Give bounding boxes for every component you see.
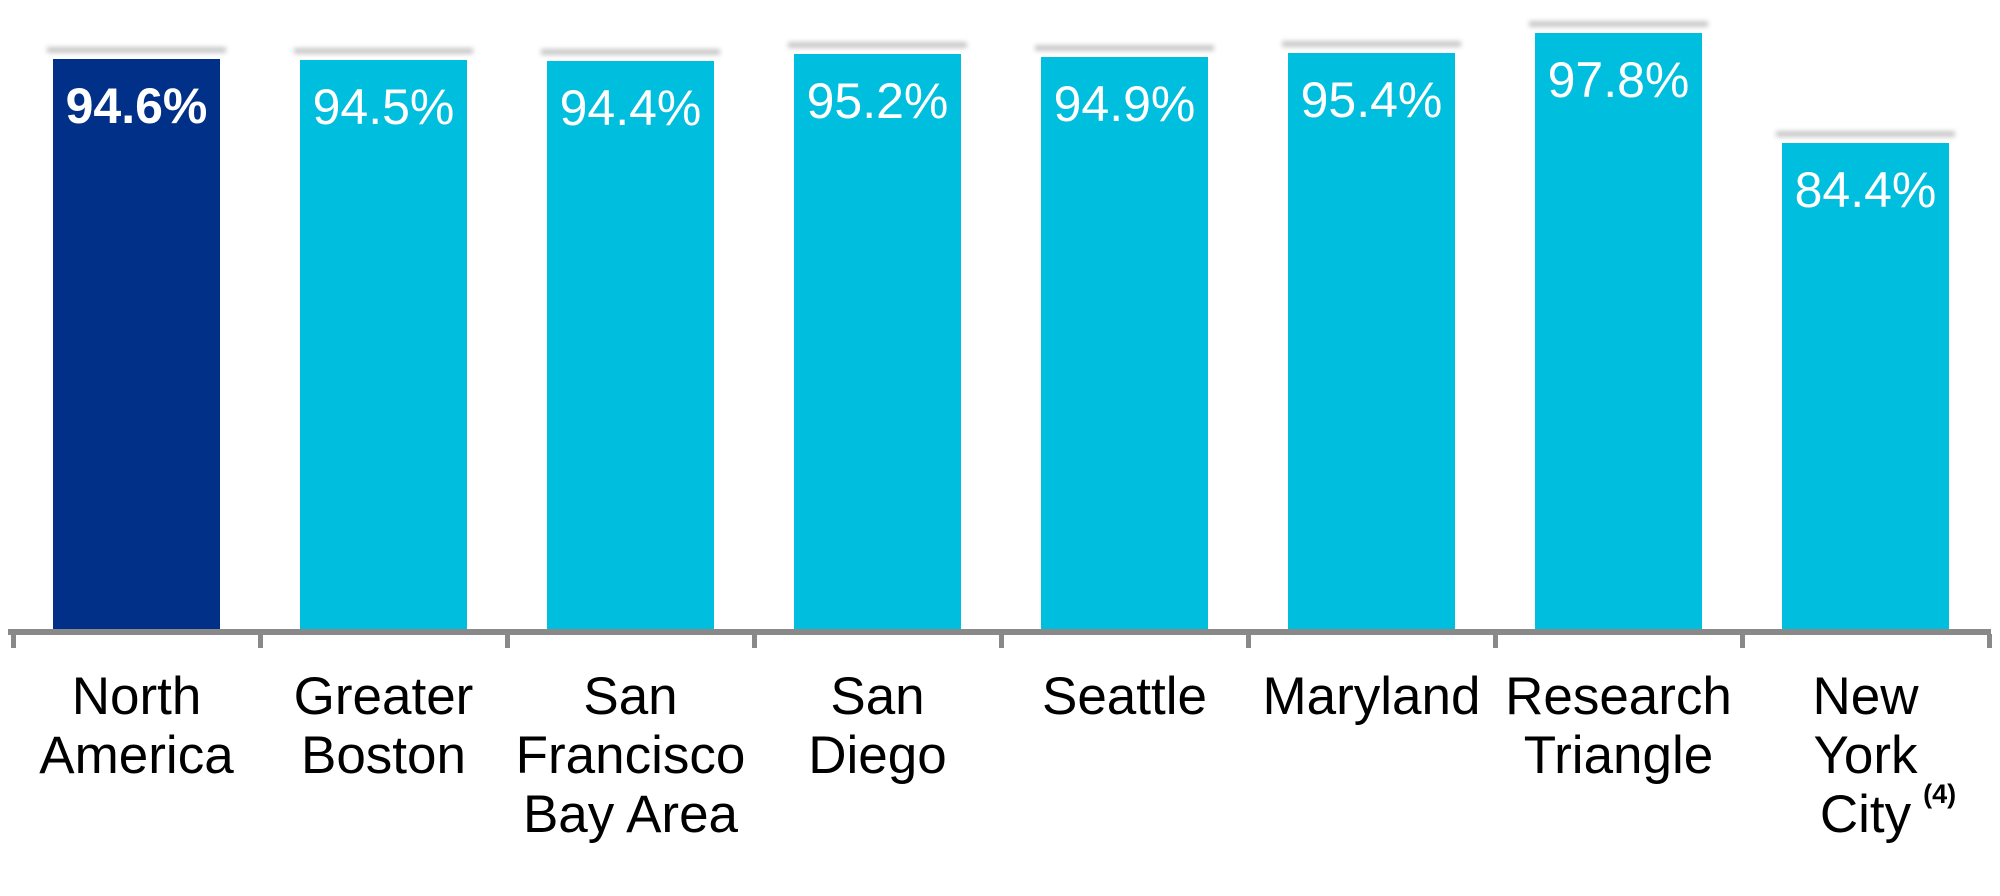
category-label-line: America [13,726,260,785]
category-label-line: New [1742,667,1989,726]
category-label-text: Research [1505,667,1732,726]
category-label-text: Diego [808,726,946,785]
x-axis-tick [999,634,1004,648]
category-label-text: City (4) [1819,781,1956,845]
category-label-line: Bay Area [507,785,754,844]
category-label-text: Greater [294,667,474,726]
bar-value-label: 95.2% [806,73,949,129]
category-label-line: City (4) [1742,781,1989,845]
category-label-line: Research [1495,667,1742,726]
category-label-word: New [1812,667,1919,726]
category-label-line: San [507,667,754,726]
bar-value-label: 94.9% [1053,76,1196,132]
category-label-text: Bay Area [523,785,738,844]
category-label-text: America [39,726,233,785]
bar-value-label: 94.5% [312,79,455,135]
category-label-text: Boston [301,726,466,785]
bar-value-label: 95.4% [1300,72,1443,128]
bar-value-label: 84.4% [1794,162,1937,218]
category-label-text: York [1813,726,1917,785]
category-label-word: Francisco [515,726,746,785]
category-label-line: York [1742,726,1989,785]
category-label-word: Greater [293,667,474,726]
bar-north-america: 94.6% [53,59,220,629]
category-label-text: Francisco [516,726,746,785]
bar-value-label: 94.4% [559,80,702,136]
category-label-greater-boston: Greater Boston [260,667,507,785]
category-label-word: Diego [808,726,947,785]
x-axis-tick [258,634,263,648]
bar-greater-boston: 94.5% [300,60,467,629]
x-axis-tick [11,634,16,648]
category-label-text: San [583,667,677,726]
x-axis-tick [752,634,757,648]
x-axis-line [8,629,1991,635]
bar-research-triangle: 97.8% [1535,33,1702,629]
x-axis-tick [1246,634,1251,648]
category-label-line: Greater [260,667,507,726]
category-label-word: Triangle [1523,726,1714,785]
category-label-text: Seattle [1042,667,1207,726]
bar-san-francisco-bay-area: 94.4% [547,61,714,629]
category-label-word: America [39,726,234,785]
x-axis-tick [1740,634,1745,648]
category-label-text: Triangle [1524,726,1714,785]
category-label-research-triangle: Research Triangle [1495,667,1742,785]
x-axis-tick [1987,634,1992,648]
bar-value-label: 97.8% [1547,52,1690,108]
category-label-word: San [830,667,925,726]
category-label-maryland: Maryland [1248,667,1495,726]
category-label-seattle: Seattle [1001,667,1248,726]
bar-value-label: 94.6% [65,78,208,134]
category-label-word: Research [1505,667,1732,726]
category-label-text: San [830,667,924,726]
category-label-line: Francisco [507,726,754,785]
bar-seattle: 94.9% [1041,57,1208,629]
category-label-word: Seattle [1041,667,1207,726]
x-axis-tick [505,634,510,648]
category-label-san-francisco-bay-area: San Francisco Bay Area [507,667,754,844]
category-label-text: North [72,667,202,726]
category-label-word: Boston [300,726,466,785]
category-label-text: Maryland [1263,667,1481,726]
category-label-word: North [71,667,202,726]
category-label-line: San [754,667,1001,726]
bar-maryland: 95.4% [1288,53,1455,629]
category-label-san-diego: San Diego [754,667,1001,785]
footnote-marker: (4) [1923,779,1957,809]
category-label-line: Triangle [1495,726,1742,785]
bar-new-york-city: 84.4% [1782,143,1949,629]
category-label-new-york-city: New York City (4) [1742,667,1989,844]
x-axis-tick [1493,634,1498,648]
bar-san-diego: 95.2% [794,54,961,629]
category-label-line: Boston [260,726,507,785]
category-label-word: York [1813,726,1918,785]
category-label-text: New [1812,667,1918,726]
category-label-word: City [1819,785,1912,844]
category-label-line: Seattle [1001,667,1248,726]
category-label-word: San [583,667,678,726]
category-label-word: Maryland [1262,667,1481,726]
category-label-line: Maryland [1248,667,1495,726]
category-label-line: Diego [754,726,1001,785]
category-label-word: Bay Area [522,785,739,844]
category-label-north-america: North America [13,667,260,785]
category-label-line: North [13,667,260,726]
